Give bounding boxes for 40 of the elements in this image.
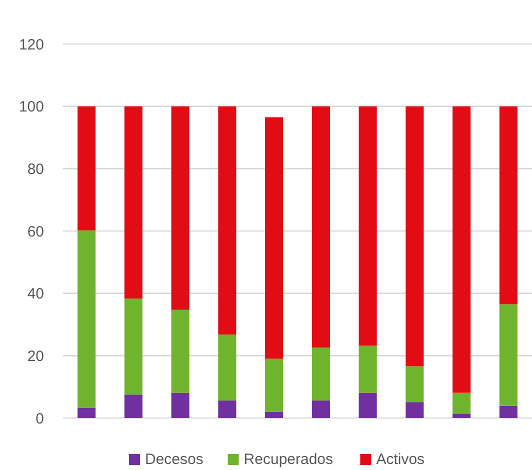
legend-label: Decesos xyxy=(145,451,204,468)
bar xyxy=(218,400,236,418)
bar xyxy=(358,346,377,393)
legend-label: Activos xyxy=(376,451,425,468)
y-tick-label: 80 xyxy=(27,160,44,178)
y-tick-label: 60 xyxy=(27,223,44,240)
bar xyxy=(312,106,330,348)
bar xyxy=(312,400,330,418)
bar xyxy=(406,402,424,418)
bar xyxy=(171,310,190,393)
bar xyxy=(452,392,471,414)
bar xyxy=(78,408,96,418)
y-tick-label: 40 xyxy=(27,286,44,303)
bar xyxy=(265,412,284,418)
bar xyxy=(452,414,471,418)
y-tick-label: 120 xyxy=(18,36,44,54)
bar xyxy=(406,106,424,366)
y-tick-label: 100 xyxy=(18,98,44,116)
bar xyxy=(124,394,142,418)
y-tick-label: 0 xyxy=(36,410,44,428)
bar xyxy=(312,348,330,401)
bar xyxy=(499,106,518,304)
y-tick-label: 20 xyxy=(27,348,44,365)
bar xyxy=(358,106,377,346)
bar xyxy=(78,230,96,408)
bar xyxy=(499,406,518,418)
bar xyxy=(265,117,284,359)
legend-label: Recuperados xyxy=(244,451,334,468)
bar xyxy=(124,106,142,299)
bar xyxy=(171,392,190,418)
bar xyxy=(358,392,377,418)
bar xyxy=(124,298,142,395)
bar xyxy=(265,358,284,412)
bar xyxy=(218,106,236,334)
bar xyxy=(406,366,424,402)
bar xyxy=(171,106,190,310)
bar xyxy=(452,106,471,393)
bar xyxy=(218,334,236,401)
bar xyxy=(499,304,518,406)
bar xyxy=(78,106,96,230)
